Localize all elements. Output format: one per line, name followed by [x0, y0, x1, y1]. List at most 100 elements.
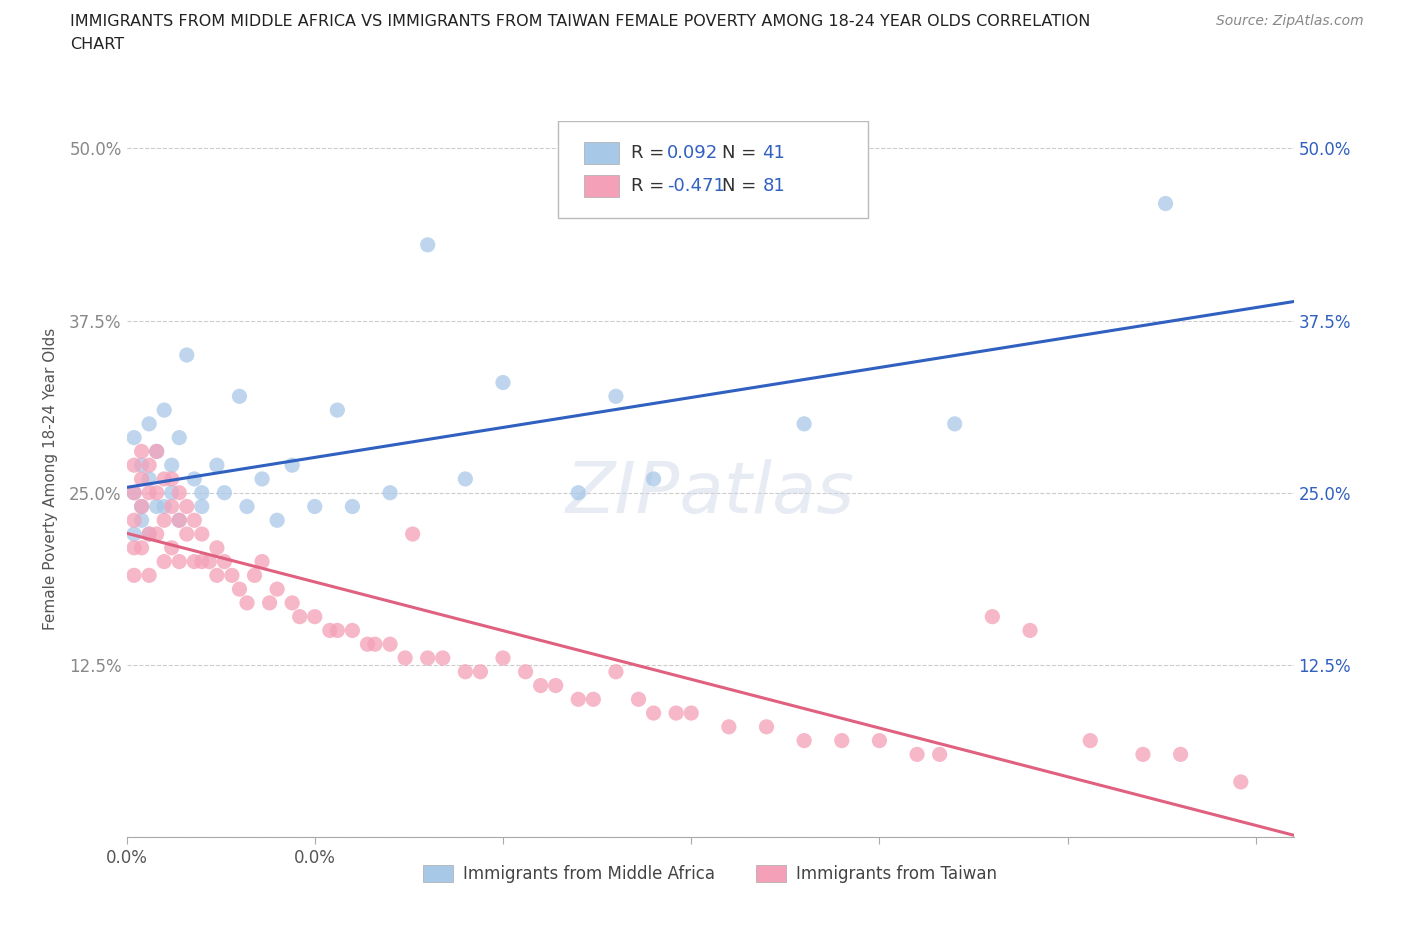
- FancyBboxPatch shape: [558, 121, 868, 218]
- Point: [191, 499, 214, 514]
- Point: [145, 485, 167, 500]
- Text: N =: N =: [721, 144, 762, 162]
- Point: [928, 747, 950, 762]
- Point: [122, 458, 145, 472]
- Point: [281, 595, 304, 610]
- Point: [416, 237, 439, 252]
- Point: [183, 554, 205, 569]
- Point: [122, 526, 145, 541]
- Point: [176, 499, 198, 514]
- Text: R =: R =: [631, 144, 669, 162]
- Point: [167, 512, 190, 527]
- Point: [304, 499, 326, 514]
- Point: [470, 664, 492, 679]
- Text: -0.471: -0.471: [666, 177, 724, 195]
- Point: [167, 431, 190, 445]
- Point: [831, 733, 853, 748]
- Point: [131, 499, 153, 514]
- Point: [250, 554, 273, 569]
- Point: [605, 389, 627, 404]
- Point: [191, 485, 214, 500]
- Point: [191, 554, 214, 569]
- Point: [122, 512, 145, 527]
- Point: [122, 431, 145, 445]
- Point: [259, 595, 281, 610]
- Point: [717, 720, 740, 735]
- Point: [221, 568, 243, 583]
- Point: [205, 540, 228, 555]
- Point: [364, 637, 387, 652]
- Point: [138, 568, 160, 583]
- Point: [205, 458, 228, 472]
- Point: [153, 472, 176, 486]
- Point: [326, 623, 349, 638]
- Point: [643, 706, 665, 721]
- Text: N =: N =: [721, 177, 762, 195]
- Point: [153, 403, 176, 418]
- Point: [432, 651, 454, 666]
- Point: [401, 526, 423, 541]
- Point: [183, 512, 205, 527]
- Point: [243, 568, 266, 583]
- Point: [266, 581, 288, 596]
- Point: [454, 664, 477, 679]
- Point: [288, 609, 311, 624]
- Point: [198, 554, 221, 569]
- Point: [643, 472, 665, 486]
- Point: [138, 526, 160, 541]
- Point: [1078, 733, 1101, 748]
- Point: [160, 540, 183, 555]
- Point: [356, 637, 378, 652]
- Point: [205, 568, 228, 583]
- Point: [131, 499, 153, 514]
- Text: 81: 81: [762, 177, 786, 195]
- Point: [138, 526, 160, 541]
- Point: [266, 512, 288, 527]
- Point: [1019, 623, 1042, 638]
- Point: [228, 389, 250, 404]
- Point: [153, 512, 176, 527]
- Point: [145, 526, 167, 541]
- Point: [665, 706, 688, 721]
- Point: [378, 637, 401, 652]
- Point: [176, 526, 198, 541]
- Point: [167, 485, 190, 500]
- Text: ZIPatlas: ZIPatlas: [565, 458, 855, 527]
- Point: [153, 499, 176, 514]
- Point: [145, 444, 167, 458]
- Y-axis label: Female Poverty Among 18-24 Year Olds: Female Poverty Among 18-24 Year Olds: [44, 328, 58, 631]
- Point: [236, 499, 259, 514]
- Point: [304, 609, 326, 624]
- Point: [492, 651, 515, 666]
- Point: [567, 692, 589, 707]
- Point: [131, 540, 153, 555]
- Point: [122, 568, 145, 583]
- Point: [793, 417, 815, 432]
- Point: [793, 733, 815, 748]
- Point: [160, 472, 183, 486]
- Point: [122, 485, 145, 500]
- Point: [131, 472, 153, 486]
- Point: [681, 706, 703, 721]
- FancyBboxPatch shape: [583, 176, 619, 197]
- Text: IMMIGRANTS FROM MIDDLE AFRICA VS IMMIGRANTS FROM TAIWAN FEMALE POVERTY AMONG 18-: IMMIGRANTS FROM MIDDLE AFRICA VS IMMIGRA…: [70, 14, 1091, 29]
- Point: [214, 485, 236, 500]
- Point: [138, 485, 160, 500]
- Point: [145, 444, 167, 458]
- Point: [394, 651, 416, 666]
- Point: [236, 595, 259, 610]
- Point: [515, 664, 537, 679]
- Point: [131, 458, 153, 472]
- Point: [582, 692, 605, 707]
- Point: [319, 623, 342, 638]
- Point: [131, 512, 153, 527]
- Point: [122, 540, 145, 555]
- Point: [160, 485, 183, 500]
- Point: [167, 554, 190, 569]
- Point: [1132, 747, 1154, 762]
- Point: [228, 581, 250, 596]
- Point: [868, 733, 890, 748]
- Point: [153, 554, 176, 569]
- FancyBboxPatch shape: [583, 142, 619, 164]
- Point: [250, 472, 273, 486]
